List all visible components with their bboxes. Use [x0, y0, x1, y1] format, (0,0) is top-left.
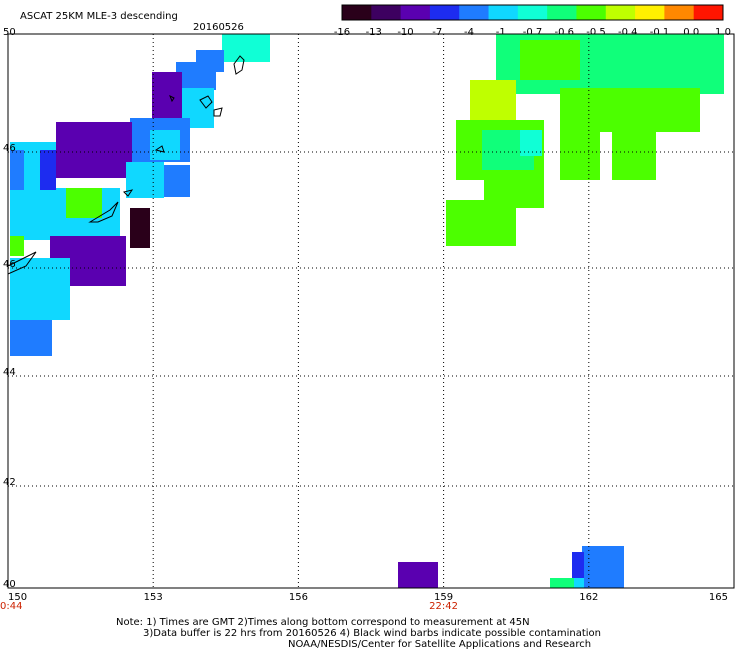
wind-cell	[66, 188, 102, 218]
wind-cell	[126, 162, 164, 198]
colorbar-tick-label: 1.0	[715, 27, 731, 38]
wind-cell	[398, 562, 438, 588]
colorbar-segment	[635, 5, 665, 20]
colorbar-tick-label: -0.7	[523, 27, 543, 38]
colorbar-segment	[429, 5, 460, 20]
colorbar-segment	[664, 5, 695, 20]
colorbar-tick-label: -0.4	[618, 27, 638, 38]
colorbar	[341, 4, 724, 21]
colorbar-segment	[517, 5, 548, 20]
latitude-labels: 50 46 46 44 42 40	[3, 27, 16, 590]
island-outline	[88, 201, 119, 223]
latitude-tick-label: 42	[3, 477, 16, 488]
wind-cell	[520, 130, 542, 156]
figure-date: 20160526	[193, 22, 244, 33]
colorbar-tick-label: -7	[432, 27, 442, 38]
figure-title: ASCAT 25KM MLE-3 descending	[20, 11, 178, 22]
latitude-tick-label: 50	[3, 27, 16, 38]
colorbar-tick-label: -13	[366, 27, 382, 38]
colorbar-tick-label: 0.0	[683, 27, 699, 38]
latitude-tick-label: 44	[3, 367, 16, 378]
colorbar-tick-label: -0.6	[554, 27, 574, 38]
wind-cell	[150, 130, 180, 160]
colorbar-segment	[400, 5, 431, 20]
island-outline	[199, 95, 213, 109]
latitude-tick-label: 40	[3, 579, 16, 590]
colorbar-segment	[547, 5, 577, 20]
wind-cell	[446, 200, 516, 246]
colorbar-segment	[459, 5, 490, 20]
colorbar-segment	[488, 5, 519, 20]
wind-cell	[550, 578, 574, 588]
note-line-2: 3)Data buffer is 22 hrs from 20160526 4)…	[143, 628, 601, 639]
colorbar-segment	[371, 5, 402, 20]
wind-cell	[160, 165, 190, 197]
colorbar-segment	[576, 5, 607, 20]
longitude-tick-label: 165	[709, 592, 728, 603]
wind-cell	[56, 122, 132, 178]
longitude-labels: 150 153 156 159 162 165	[8, 592, 728, 603]
island-outline	[213, 107, 223, 117]
wind-cell	[40, 150, 56, 190]
colorbar-tick-label: -0.1	[650, 27, 670, 38]
longitude-tick-label: 159	[434, 592, 453, 603]
colorbar-segment	[605, 5, 636, 20]
wind-cell	[612, 132, 656, 180]
colorbar-segment	[693, 5, 724, 20]
wind-cell	[560, 132, 600, 180]
longitude-tick-label: 150	[8, 592, 27, 603]
colorbar-tick-label: -0.5	[586, 27, 606, 38]
wind-cell	[560, 88, 700, 132]
colorbar-tick-label: -10	[397, 27, 413, 38]
wind-cell	[10, 150, 24, 190]
wind-cell	[130, 208, 150, 248]
map-frame	[7, 33, 735, 589]
wind-cell	[520, 40, 580, 80]
island-outline	[233, 55, 245, 75]
longitude-tick-label: 162	[579, 592, 598, 603]
wind-cell	[176, 62, 216, 90]
note-line-3: NOAA/NESDIS/Center for Satellite Applica…	[288, 639, 591, 650]
wind-swath	[10, 34, 724, 588]
wind-cell	[222, 34, 270, 62]
wind-cell	[470, 80, 516, 120]
colorbar-tick-label: -4	[464, 27, 474, 38]
longitude-tick-label: 156	[289, 592, 308, 603]
colorbar-tick-label: -16	[334, 27, 350, 38]
time-labels: 0:44 22:42	[0, 601, 458, 612]
wind-cell	[574, 578, 584, 588]
longitude-tick-label: 153	[144, 592, 163, 603]
wind-cell	[152, 72, 182, 120]
time-label: 22:42	[429, 601, 458, 612]
latitude-tick-label: 46	[3, 259, 16, 270]
wind-cell	[10, 258, 70, 320]
colorbar-segment	[342, 5, 372, 20]
island-outline	[123, 189, 134, 197]
note-line-1: Note: 1) Times are GMT 2)Times along bot…	[116, 617, 530, 628]
coastline	[7, 55, 245, 275]
wind-cell	[10, 236, 24, 256]
colorbar-labels: -16 -13 -10 -7 -4 -1 -0.7 -0.6 -0.5 -0.4 -0.1 0.0 1.…	[334, 27, 731, 38]
time-label: 0:44	[0, 601, 22, 612]
latitude-tick-label: 46	[3, 143, 16, 154]
island-outline	[154, 145, 165, 153]
colorbar-frame	[341, 4, 724, 21]
island-outline	[169, 94, 175, 103]
wind-cell	[10, 320, 52, 356]
colorbar-tick-label: -1	[496, 27, 506, 38]
